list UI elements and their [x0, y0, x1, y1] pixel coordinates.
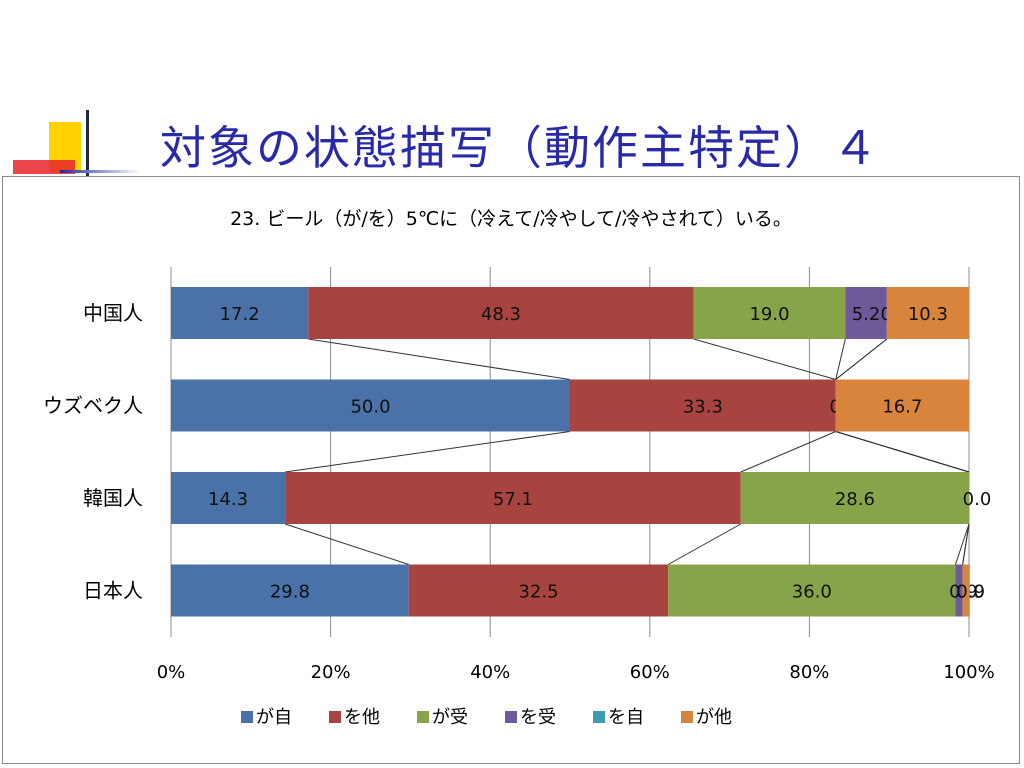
bar-segment — [308, 287, 694, 339]
bar-segment — [693, 287, 846, 339]
series-line — [740, 431, 836, 473]
data-label: 14.3 — [208, 489, 248, 510]
series-line — [954, 523, 970, 565]
series-line — [962, 523, 970, 565]
category-label: 日本人 — [83, 579, 143, 603]
series-line — [835, 431, 970, 473]
legend-label: が受 — [432, 707, 468, 728]
bar-segment — [740, 472, 969, 524]
legend-swatch — [417, 711, 429, 723]
x-tick-label: 0% — [157, 662, 186, 683]
bar-segment — [955, 564, 963, 617]
bar-segment — [171, 287, 309, 339]
legend-label: を受 — [520, 707, 556, 728]
bar-segment — [171, 564, 409, 617]
title-decoration-red-bar — [13, 160, 75, 174]
series-line — [667, 523, 742, 565]
series-line — [308, 338, 571, 380]
x-tick-label: 20% — [311, 662, 351, 683]
x-tick-label: 40% — [470, 662, 510, 683]
series-line — [835, 338, 888, 380]
category-label: ウズベク人 — [43, 394, 143, 418]
bar-segment — [886, 287, 969, 339]
data-label: 50.0 — [350, 397, 390, 418]
category-label: 韓国人 — [83, 486, 143, 510]
bar-segment — [285, 472, 741, 524]
bar-segment — [570, 379, 836, 432]
title-decoration-vertical-line — [86, 110, 89, 176]
legend-label: を自 — [608, 707, 644, 728]
x-tick-label: 100% — [943, 662, 994, 683]
legend-label: が他 — [696, 707, 732, 728]
legend-swatch — [593, 711, 605, 723]
data-label: 57.1 — [493, 489, 533, 510]
data-label: 48.3 — [481, 304, 521, 325]
chart-title: 23. ビール（が/を）5℃に（冷えて/冷やして/冷やされて）いる。 — [230, 208, 792, 230]
data-label: 19.0 — [749, 304, 789, 325]
data-label: 33.3 — [683, 397, 723, 418]
legend-swatch — [241, 711, 253, 723]
legend-label: が自 — [256, 707, 292, 728]
x-tick-label: 80% — [789, 662, 829, 683]
legend-swatch — [329, 711, 341, 723]
data-label: 28.6 — [835, 489, 875, 510]
bar-segment — [962, 564, 970, 617]
stacked-bar-chart: 23. ビール（が/を）5℃に（冷えて/冷やして/冷やされて）いる。 0% 20%… — [43, 208, 995, 728]
series-line — [835, 338, 846, 380]
data-label: 10.3 — [908, 304, 948, 325]
data-label: 32.5 — [518, 582, 558, 603]
bar-segment — [171, 472, 286, 524]
legend-swatch — [681, 711, 693, 723]
title-decoration-horizontal-line — [60, 170, 140, 173]
category-label: 中国人 — [83, 301, 143, 325]
slide-title: 対象の状態描写（動作主特定）４ — [160, 121, 880, 175]
series-line — [693, 338, 836, 380]
data-label: 29.8 — [270, 582, 310, 603]
data-label: 16.7 — [882, 397, 922, 418]
bar-segment — [668, 564, 956, 617]
bar-segment — [171, 379, 570, 432]
data-label: 5.2 — [852, 304, 881, 325]
data-label: 36.0 — [792, 582, 832, 603]
series-line — [285, 431, 571, 473]
legend-label: を他 — [344, 707, 380, 728]
chart-frame: 23. ビール（が/を）5℃に（冷えて/冷やして/冷やされて）いる。 0% 20%… — [2, 176, 1020, 764]
data-label: 17.2 — [220, 304, 260, 325]
x-tick-label: 60% — [630, 662, 670, 683]
data-label: 0.0 — [963, 489, 992, 510]
series-line — [284, 523, 409, 565]
data-label: 0.9 — [956, 582, 985, 603]
legend-swatch — [505, 711, 517, 723]
bar-segment — [408, 564, 669, 617]
bar-segment — [835, 379, 969, 432]
bar-segment — [845, 287, 887, 339]
